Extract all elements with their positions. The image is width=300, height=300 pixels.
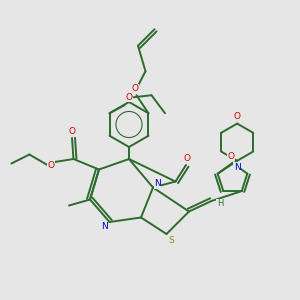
Text: O: O [47, 160, 55, 169]
Text: O: O [227, 152, 235, 161]
Text: O: O [68, 127, 76, 136]
Text: N: N [234, 163, 241, 172]
Text: N: N [154, 179, 161, 188]
Text: O: O [131, 84, 139, 93]
Text: O: O [234, 112, 241, 122]
Text: N: N [101, 222, 107, 231]
Text: S: S [168, 236, 174, 245]
Text: O: O [183, 154, 190, 163]
Text: H: H [217, 200, 223, 208]
Text: O: O [125, 93, 133, 102]
